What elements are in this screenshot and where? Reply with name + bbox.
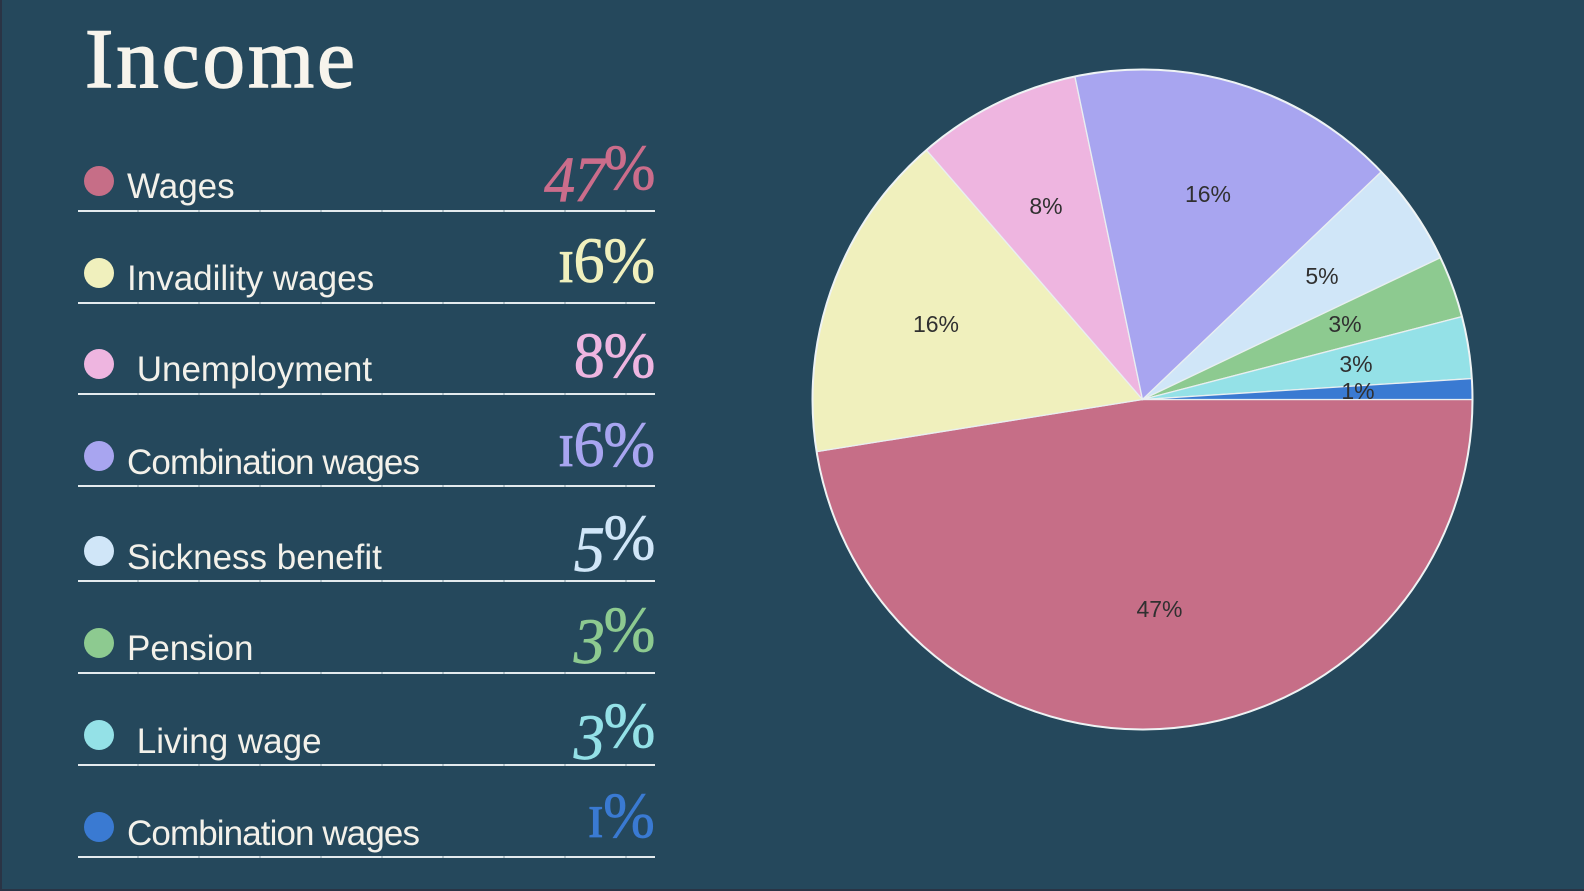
svg-text:1%: 1% [1341,378,1374,404]
svg-text:16%: 16% [913,311,959,337]
svg-text:5%: 5% [1305,263,1338,289]
svg-text:3%: 3% [1328,311,1361,337]
svg-text:47%: 47% [1136,596,1182,622]
svg-text:3%: 3% [1339,351,1372,377]
svg-text:16%: 16% [1185,181,1231,207]
svg-text:8%: 8% [1029,193,1062,219]
